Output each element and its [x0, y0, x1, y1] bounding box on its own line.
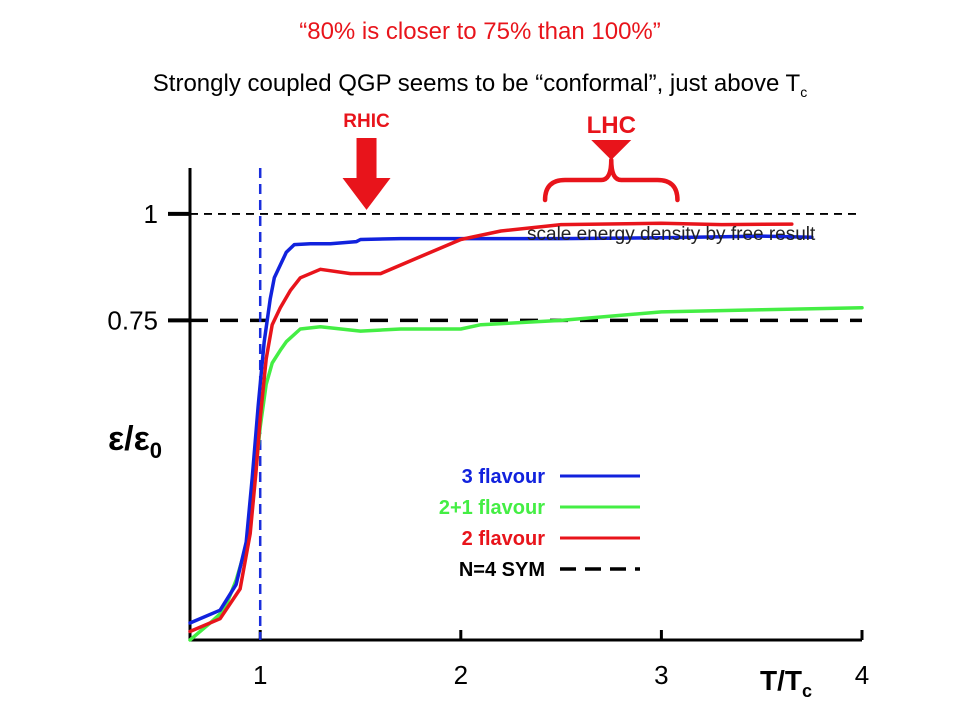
series-line-3-flavour: [188, 234, 814, 625]
y-tick-label: 1: [144, 199, 158, 229]
lhc-label: LHC: [587, 112, 636, 139]
rhic-label: RHIC: [343, 111, 390, 132]
x-axis-label-sub: c: [802, 681, 812, 701]
x-axis-label: T/Tc: [760, 665, 812, 701]
legend-label: 2+1 flavour: [439, 497, 545, 519]
axes: 1 2 3 4 0.75 1 ε/ε0 T/Tc: [107, 168, 869, 701]
y-axis-label-sub: 0: [150, 438, 162, 463]
lhc-arrow-icon: [591, 140, 632, 160]
scale-annotation: scale energy density by free result: [527, 224, 816, 245]
chart-title: “80% is closer to 75% than 100%”: [299, 18, 661, 45]
reference-lines: [190, 168, 862, 640]
x-tick-label: 4: [855, 660, 869, 690]
rhic-arrow-icon: [342, 138, 391, 210]
chart-subtitle: Strongly coupled QGP seems to be “confor…: [0, 70, 960, 100]
x-tick-label: 3: [654, 660, 668, 690]
legend: 3 flavour 2+1 flavour 2 flavour N=4 SYM: [439, 466, 640, 581]
legend-label: N=4 SYM: [459, 559, 545, 581]
chart-subtitle-text: Strongly coupled QGP seems to be “confor…: [152, 70, 801, 97]
series-layer: [188, 221, 864, 642]
legend-label: 2 flavour: [462, 528, 546, 550]
lhc-brace: [542, 157, 680, 203]
x-tick-label: 1: [253, 660, 267, 690]
chart-subtitle-sub: c: [800, 83, 808, 100]
legend-label: 3 flavour: [462, 466, 546, 488]
series-line-2-flavour: [188, 221, 794, 634]
y-tick-label: 0.75: [107, 305, 158, 335]
annotations: RHIC LHC scale energy density by free resu…: [342, 111, 816, 245]
x-tick-label: 2: [454, 660, 468, 690]
y-axis-label: ε/ε0: [108, 420, 162, 463]
